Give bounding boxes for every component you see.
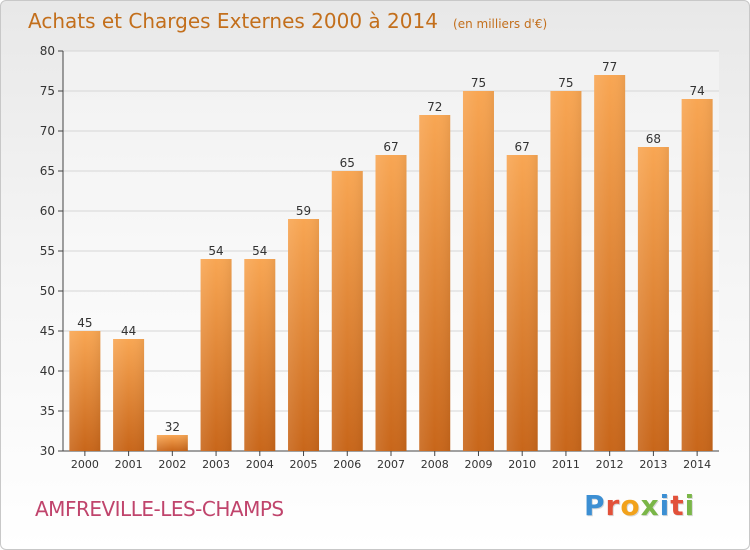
bar-value-label: 59 [296,204,311,218]
bar-shine [375,155,407,451]
x-tick-label: 2004 [246,458,274,471]
x-tick-label: 2000 [71,458,99,471]
bar-value-label: 44 [121,324,136,338]
proxiti-logo[interactable]: Proxiti [584,489,695,522]
bar-value-label: 54 [252,244,267,258]
y-tick-label: 60 [40,204,55,218]
bar-value-label: 45 [77,316,92,330]
bar-shine [288,219,320,451]
bars [69,75,713,451]
y-tick-label: 55 [40,244,55,258]
bar-shine [156,435,188,451]
bar-value-label: 72 [427,100,442,114]
y-tick-label: 35 [40,404,55,418]
y-tick-label: 75 [40,84,55,98]
title-block: Achats et Charges Externes 2000 à 2014 (… [28,9,547,33]
x-tick-label: 2005 [290,458,318,471]
bar-shine [637,147,669,451]
data-labels: 45 44 32 54 54 59 65 67 72 75 67 75 77 68 74 [77,60,705,434]
y-tick-label: 45 [40,324,55,338]
x-tick-label: 2011 [552,458,580,471]
bar-shine [681,99,713,451]
logo-letter: i [684,489,696,522]
bar-shine [244,259,276,451]
bar-value-label: 74 [689,84,704,98]
bar-value-label: 67 [515,140,530,154]
x-tick-label: 2007 [377,458,405,471]
x-tick-label: 2014 [683,458,711,471]
x-tick-label: 2012 [596,458,624,471]
y-tick-label: 80 [40,44,55,58]
logo-letter: P [584,489,606,522]
bar-value-label: 77 [602,60,617,74]
y-tick-label: 30 [40,444,55,458]
x-tick-label: 2003 [202,458,230,471]
bar-value-label: 75 [471,76,486,90]
x-tick-label: 2006 [333,458,361,471]
bar-value-label: 65 [340,156,355,170]
chart-title: Achats et Charges Externes 2000 à 2014 [28,9,438,33]
x-tick-label: 2001 [115,458,143,471]
bar-shine [506,155,538,451]
logo-letter: t [670,489,685,522]
x-tick-label: 2002 [158,458,186,471]
bar-shine [331,171,363,451]
bar-shine [594,75,626,451]
bar-shine [462,91,494,451]
commune-name: AMFREVILLE-LES-CHAMPS [35,497,284,521]
bar-shine [419,115,451,451]
y-tick-label: 70 [40,124,55,138]
chart-subtitle: (en milliers d'€) [453,17,548,31]
x-tick-label: 2009 [464,458,492,471]
bar-value-label: 32 [165,420,180,434]
bar-value-label: 54 [208,244,223,258]
logo-letter: i [659,489,671,522]
bar-shine [113,339,145,451]
bar-value-label: 68 [646,132,661,146]
bar-shine [550,91,582,451]
x-tick-label: 2010 [508,458,536,471]
bar-value-label: 75 [558,76,573,90]
logo-letter: o [620,489,641,522]
logo-letter: r [605,489,621,522]
y-tick-label: 50 [40,284,55,298]
x-tick-label: 2008 [421,458,449,471]
bar-shine [69,331,101,451]
y-tick-label: 65 [40,164,55,178]
bar-shine [200,259,232,451]
y-tick-label: 40 [40,364,55,378]
x-tick-label: 2013 [639,458,667,471]
logo-letter: x [640,489,660,522]
bar-value-label: 67 [383,140,398,154]
